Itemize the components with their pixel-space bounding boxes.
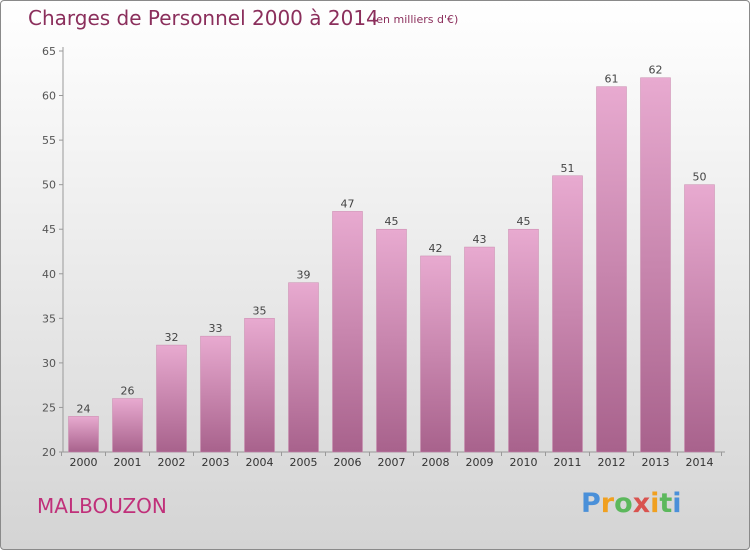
x-tick-label: 2009: [466, 456, 494, 469]
x-tick-label: 2013: [642, 456, 670, 469]
x-tick-label: 2007: [378, 456, 406, 469]
x-tick-label: 2005: [290, 456, 318, 469]
y-tick-label: 20: [42, 446, 56, 459]
logo-letter: t: [659, 488, 673, 519]
logo-letter: o: [614, 488, 633, 519]
data-label: 47: [341, 197, 355, 210]
data-label: 61: [605, 73, 619, 86]
data-label: 33: [209, 322, 223, 335]
x-tick-label: 2008: [422, 456, 450, 469]
place-name: MALBOUZON: [37, 494, 167, 518]
x-tick-label: 2003: [202, 456, 230, 469]
bar: [508, 228, 539, 453]
bar: [156, 344, 187, 453]
chart-title: Charges de Personnel 2000 à 2014: [28, 6, 379, 30]
x-tick-label: 2011: [554, 456, 582, 469]
bar: [376, 228, 407, 453]
logo-letter: P: [581, 488, 601, 519]
data-label: 42: [429, 242, 443, 255]
data-label: 43: [473, 233, 487, 246]
x-tick-label: 2001: [114, 456, 142, 469]
logo-letter: i: [672, 488, 682, 519]
data-label: 51: [561, 162, 575, 175]
bar: [464, 246, 495, 453]
bar: [112, 398, 143, 453]
bar: [684, 184, 715, 453]
bar: [288, 282, 319, 453]
y-tick-label: 40: [42, 268, 56, 281]
chart-subtitle: (en milliers d'€): [372, 13, 459, 26]
x-tick-label: 2012: [598, 456, 626, 469]
data-label: 39: [297, 269, 311, 282]
x-tick-label: 2010: [510, 456, 538, 469]
x-tick-label: 2006: [334, 456, 362, 469]
logo-letter: i: [650, 488, 660, 519]
bar: [552, 175, 583, 453]
proxiti-logo: Proxiti: [581, 488, 682, 519]
x-tick-label: 2000: [70, 456, 98, 469]
y-tick-label: 30: [42, 357, 56, 370]
y-tick-label: 45: [42, 223, 56, 236]
bar: [420, 255, 451, 453]
data-label: 45: [517, 215, 531, 228]
data-label: 45: [385, 215, 399, 228]
y-tick-label: 35: [42, 312, 56, 325]
bar: [596, 86, 627, 453]
y-tick-label: 25: [42, 401, 56, 414]
data-label: 26: [121, 385, 135, 398]
data-label: 35: [253, 304, 267, 317]
logo-letter: r: [600, 488, 615, 519]
data-label: 50: [693, 171, 707, 184]
data-label: 32: [165, 331, 179, 344]
y-tick-label: 50: [42, 179, 56, 192]
x-tick-label: 2014: [686, 456, 714, 469]
bar: [244, 318, 275, 453]
data-label: 24: [77, 402, 91, 415]
y-tick-label: 60: [42, 90, 56, 103]
bar: [332, 211, 363, 453]
y-tick-label: 65: [42, 45, 56, 58]
bar: [68, 416, 99, 453]
data-label: 62: [649, 64, 663, 77]
bar: [200, 335, 231, 453]
x-tick-label: 2004: [246, 456, 274, 469]
bar: [640, 77, 671, 453]
logo-letter: x: [632, 488, 651, 519]
y-tick-label: 55: [42, 134, 56, 147]
x-tick-label: 2002: [158, 456, 186, 469]
